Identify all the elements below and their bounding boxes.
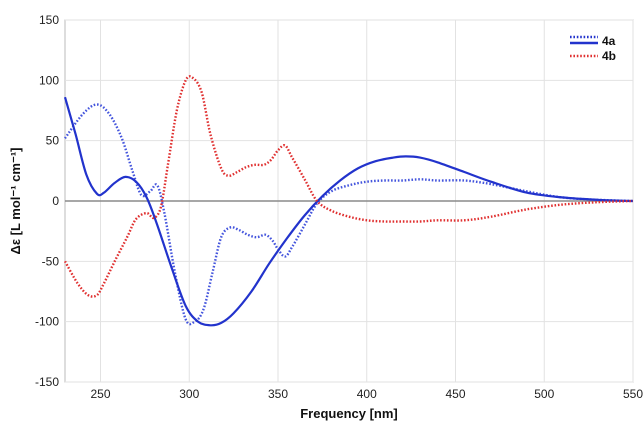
y-tick-label: 100 [39,73,59,87]
x-axis-title: Frequency [nm] [300,406,398,421]
x-tick-label: 550 [623,387,643,401]
y-tick-label: 0 [52,194,59,208]
y-tick-label: -150 [35,375,59,389]
x-tick-label: 500 [534,387,554,401]
x-tick-label: 250 [90,387,110,401]
x-tick-label: 450 [445,387,465,401]
x-tick-label: 300 [179,387,199,401]
series-line-4b-dotted [63,75,634,298]
legend: 4a 4b [560,30,626,64]
x-axis-ticks: 250 300 350 400 450 500 550 [90,387,643,401]
gridlines [65,19,634,383]
y-tick-label: 150 [39,13,59,27]
series-layer [63,75,634,327]
y-tick-label: -100 [35,315,59,329]
y-tick-label: 50 [46,134,60,148]
y-axis-title: Δε [L mol⁻¹ cm⁻¹] [8,148,23,255]
legend-label-4a: 4a [602,34,616,48]
legend-entry-4b: 4b [570,49,616,63]
legend-label-4b: 4b [602,49,616,63]
y-tick-label: -50 [42,254,60,268]
legend-entry-4a: 4a [570,34,616,48]
y-axis-ticks: -150 -100 -50 0 50 100 150 [35,13,59,389]
series-line-4a-solid [63,96,634,327]
x-tick-label: 350 [268,387,288,401]
x-tick-label: 400 [357,387,377,401]
legend-box [560,30,626,64]
